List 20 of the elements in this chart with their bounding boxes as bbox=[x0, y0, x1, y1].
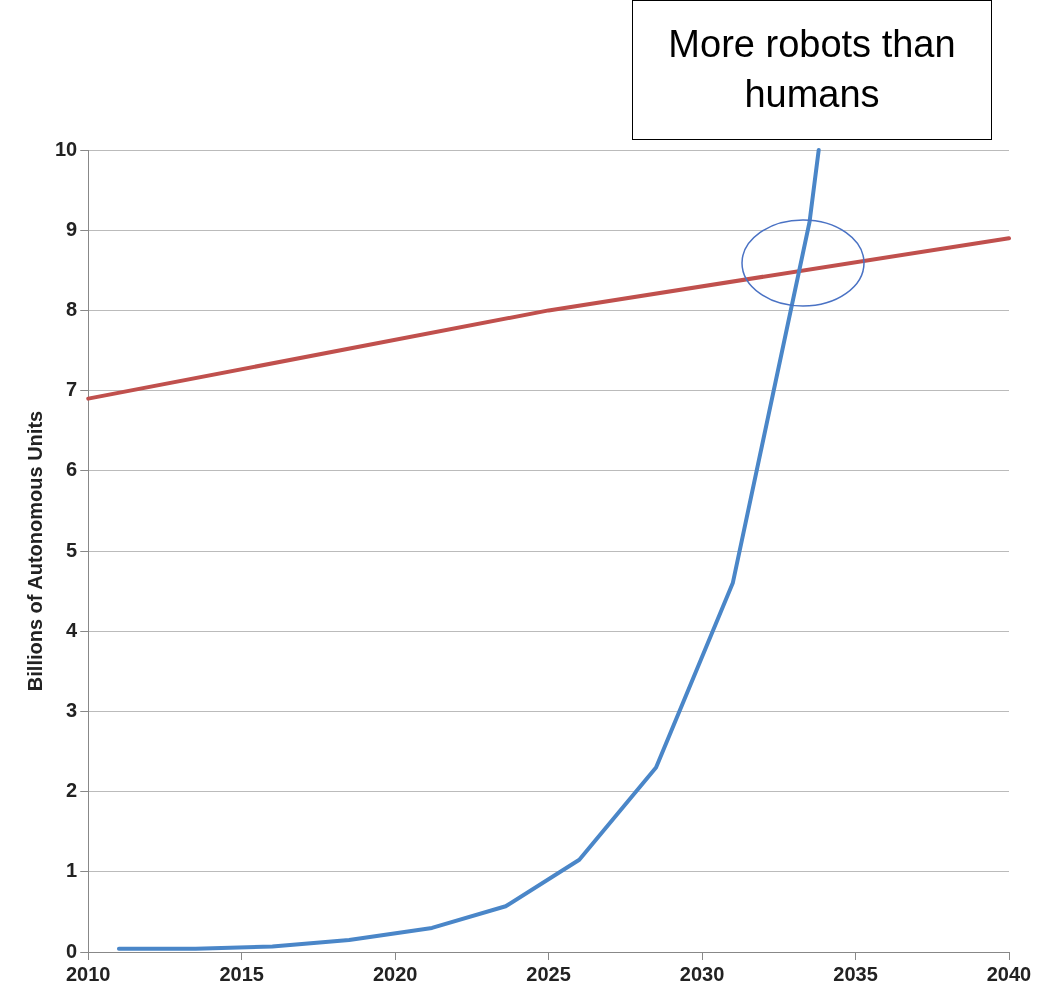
text: More robots than humans bbox=[632, 0, 992, 140]
x-tick-label: 2035 bbox=[833, 962, 878, 985]
x-tick-label: 2025 bbox=[526, 962, 571, 985]
x-tick-label: 2030 bbox=[679, 962, 725, 985]
y-tick-label: 2 bbox=[66, 779, 78, 802]
y-tick-label: 1 bbox=[66, 859, 78, 882]
y-tick-label: 7 bbox=[66, 378, 78, 401]
y-tick-label: 0 bbox=[66, 939, 78, 962]
y-tick-label: 5 bbox=[66, 538, 78, 561]
y-tick-label: 6 bbox=[66, 458, 78, 481]
y-tick-label: 4 bbox=[66, 618, 79, 641]
y-tick-label: 10 bbox=[55, 137, 78, 160]
y-tick-label: 9 bbox=[66, 217, 78, 240]
y-tick-label: 8 bbox=[66, 297, 78, 320]
y-axis-title: Billions of Autonomous Units bbox=[23, 410, 46, 692]
y-tick-label: 3 bbox=[66, 698, 78, 721]
x-tick-label: 2040 bbox=[986, 962, 1032, 985]
x-tick-label: 2010 bbox=[66, 962, 111, 985]
x-tick-label: 2015 bbox=[219, 962, 264, 985]
x-tick-label: 2020 bbox=[372, 962, 418, 985]
